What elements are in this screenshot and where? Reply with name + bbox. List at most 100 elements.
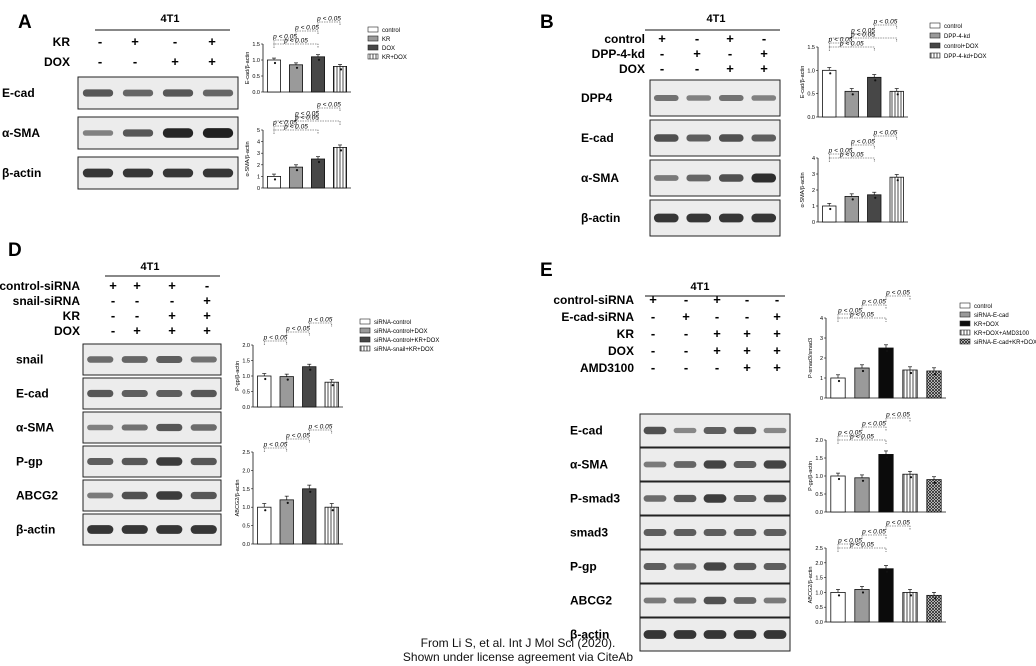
bar <box>332 146 347 189</box>
blot-band <box>703 494 727 503</box>
data-point <box>339 68 343 71</box>
blot-band <box>156 356 183 363</box>
blot-band <box>703 630 727 639</box>
bar <box>302 488 317 545</box>
blot-band <box>156 457 183 466</box>
treatment-sign: + <box>713 343 721 358</box>
data-point <box>885 349 889 353</box>
legend-label: siRNA-E-cad+KR+DOX+AMD3100 <box>974 340 1036 346</box>
blot-band <box>202 89 234 97</box>
significance-bracket <box>286 331 310 336</box>
significance-bracket <box>873 135 898 140</box>
bar <box>878 347 894 399</box>
significance-label: p < 0.05 <box>294 111 319 118</box>
significance-label: p < 0.05 <box>272 120 297 127</box>
treatment-sign: - <box>651 360 655 375</box>
y-tick-label: 3 <box>812 172 815 178</box>
y-tick-label: 2 <box>257 163 260 169</box>
blot-band <box>718 213 744 223</box>
significance-label: p < 0.05 <box>837 538 862 545</box>
panel-letter: B <box>540 12 554 33</box>
cell-line-label: 4T1 <box>141 261 160 273</box>
significance-label: p < 0.05 <box>285 326 310 333</box>
y-tick-label: 0.0 <box>815 620 823 626</box>
data-point <box>861 591 865 594</box>
blot-band <box>733 630 757 639</box>
blot-band <box>751 213 777 223</box>
significance-bracket <box>873 24 898 29</box>
y-tick-label: 0.5 <box>252 74 260 80</box>
y-tick-label: 0.0 <box>242 542 250 548</box>
blot-label: snail <box>16 353 43 367</box>
legend-swatch <box>959 338 971 345</box>
bar <box>878 453 894 513</box>
blot-label: ABCG2 <box>16 489 58 503</box>
blot-band <box>686 213 712 223</box>
blot-band <box>87 356 114 363</box>
treatment-sign: - <box>684 292 688 307</box>
blot-label: β-actin <box>16 523 55 537</box>
significance-bracket <box>837 543 863 548</box>
y-axis-label: P-gp/β-actin <box>808 461 814 491</box>
blot-band <box>673 630 697 639</box>
bar <box>867 194 882 223</box>
blot-label: P-gp <box>16 455 43 469</box>
significance-label: p < 0.05 <box>873 19 898 26</box>
treatment-label: DOX <box>44 55 70 69</box>
blot-band <box>763 630 787 639</box>
significance-bracket <box>286 438 310 443</box>
caption-line-2: Shown under license agreement via CiteAb <box>402 650 634 664</box>
blot-band <box>643 426 667 435</box>
y-tick-label: 0 <box>257 186 260 192</box>
treatment-sign: + <box>168 323 176 338</box>
data-point <box>837 477 841 481</box>
y-tick-label: 3 <box>820 336 823 342</box>
bar <box>324 506 339 545</box>
data-point <box>331 509 334 512</box>
significance-bracket <box>308 429 333 434</box>
bar <box>889 90 904 118</box>
treatment-sign: + <box>133 278 141 293</box>
y-tick-label: 0.0 <box>807 115 815 121</box>
y-axis-label: α-SMA/β-actin <box>245 141 251 176</box>
blot-band <box>82 130 114 136</box>
legend-label: DOX <box>382 46 395 52</box>
significance-label: p < 0.05 <box>837 430 862 437</box>
blot-band <box>202 128 234 138</box>
y-tick-label: 1.0 <box>815 474 823 480</box>
significance-label: p < 0.05 <box>850 28 875 35</box>
legend-swatch <box>929 42 941 49</box>
blot-label: smad3 <box>570 526 608 540</box>
treatment-sign: - <box>651 309 655 324</box>
blot-band <box>653 213 679 223</box>
treatment-sign: - <box>695 61 699 76</box>
blot-band <box>121 525 148 534</box>
blot-band <box>122 89 154 97</box>
significance-bracket <box>851 33 875 38</box>
bar <box>830 592 846 623</box>
legend-swatch <box>959 320 971 327</box>
treatment-sign: - <box>170 293 174 308</box>
legend-swatch <box>367 53 379 60</box>
blot-band <box>673 461 697 468</box>
bar <box>844 195 859 223</box>
bar <box>902 592 918 623</box>
blot-band <box>190 424 217 431</box>
blot-band <box>121 356 148 363</box>
treatment-label: DOX <box>608 344 634 358</box>
blot-label: P-gp <box>570 560 597 574</box>
treatment-sign: + <box>171 54 179 69</box>
blot-label: β-actin <box>570 628 609 642</box>
treatment-sign: - <box>745 292 749 307</box>
treatment-sign: + <box>203 293 211 308</box>
blot-band <box>190 356 217 363</box>
blot-band <box>703 562 727 571</box>
data-point <box>837 379 841 383</box>
data-point <box>317 160 321 164</box>
blot-band <box>763 597 787 604</box>
blot-band <box>82 168 114 178</box>
y-tick-label: 2.5 <box>815 546 823 552</box>
treatment-sign: + <box>109 278 117 293</box>
y-tick-label: 1 <box>820 376 823 382</box>
blot-band <box>653 175 679 181</box>
